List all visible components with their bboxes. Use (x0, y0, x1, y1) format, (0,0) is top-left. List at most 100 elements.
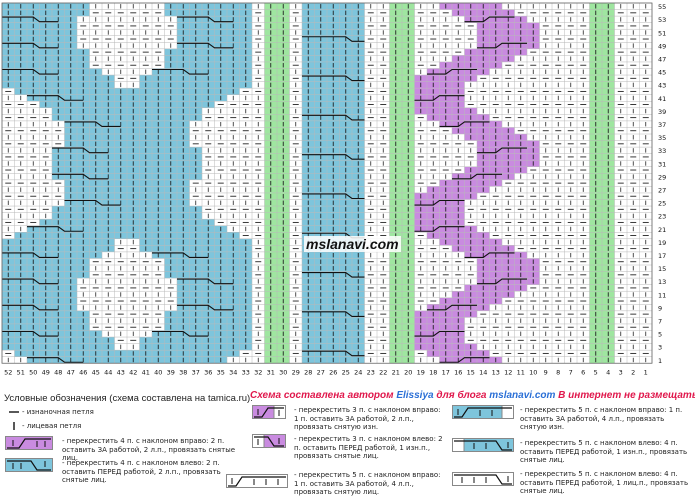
row-number: 13 (658, 278, 666, 286)
row-number: 21 (658, 226, 666, 234)
cable-cross (177, 16, 234, 23)
column-number: 36 (204, 368, 212, 376)
column-number: 28 (304, 368, 312, 376)
purl-symbol (9, 411, 19, 413)
column-number: 13 (492, 368, 500, 376)
cable-cross (152, 252, 209, 259)
cable-cross (2, 304, 59, 311)
cross-5-left-knit-symbol (452, 472, 514, 486)
column-number: 20 (404, 368, 412, 376)
column-number: 33 (242, 368, 250, 376)
cable-cross (177, 278, 234, 285)
cable-cross (414, 199, 465, 206)
cable-cross (52, 173, 109, 180)
grid-border (1, 2, 653, 364)
legend-knit: - лицевая петля (22, 422, 82, 430)
cross-4-right-purple-symbol (5, 436, 53, 450)
cable-cross (464, 16, 515, 23)
row-number: 11 (658, 291, 666, 299)
row-number: 29 (658, 173, 666, 181)
column-number: 1 (644, 368, 648, 376)
column-number: 17 (442, 368, 450, 376)
column-number: 22 (379, 368, 387, 376)
row-number: 33 (658, 147, 666, 155)
row-number: 43 (658, 82, 666, 90)
column-number: 32 (254, 368, 262, 376)
column-number: 48 (54, 368, 62, 376)
column-number: 51 (17, 368, 25, 376)
column-number: 5 (594, 368, 598, 376)
cable-cross (2, 252, 59, 259)
row-number: 37 (658, 121, 666, 129)
column-number: 45 (92, 368, 100, 376)
cross-5-left-purl-symbol (452, 438, 514, 452)
row-number: 49 (658, 42, 666, 50)
column-number: 49 (42, 368, 50, 376)
cable-cross (302, 36, 365, 42)
column-number: 24 (354, 368, 362, 376)
row-number: 45 (658, 69, 666, 77)
legend-purl: - изнаночная петля (22, 408, 94, 416)
row-number: 5 (658, 331, 662, 339)
cable-cross (452, 173, 502, 180)
row-number: 1 (658, 357, 662, 365)
row-number: 35 (658, 134, 666, 142)
row-number: 7 (658, 317, 662, 325)
column-number: 4 (606, 368, 610, 376)
column-number: 46 (79, 368, 87, 376)
legend-cross-3-left: - перекрестить 3 п. с наклоном влево: 2 … (294, 435, 443, 460)
cable-cross (439, 121, 490, 127)
cable-cross (302, 75, 365, 82)
cable-cross (2, 330, 59, 337)
column-number: 12 (504, 368, 512, 376)
column-number: 26 (329, 368, 337, 376)
row-number: 31 (658, 160, 666, 168)
legend-title: Условные обозначения (схема составлена н… (4, 393, 253, 404)
column-number: 37 (192, 368, 200, 376)
cable-cross (152, 330, 209, 337)
cable-cross (177, 42, 234, 49)
cable-cross (414, 330, 465, 337)
column-number: 6 (581, 368, 585, 376)
cable-cross (302, 350, 365, 357)
row-number: 19 (658, 239, 666, 247)
column-number: 11 (517, 368, 525, 376)
legend-cross-5-left-b: - перекрестить 5 п. с наклоном влево: 4 … (520, 470, 689, 495)
column-number: 21 (392, 368, 400, 376)
legend-cross-4-left: - перекрестить 4 п. с наклоном влево: 2 … (62, 459, 221, 484)
cable-cross (439, 357, 490, 363)
row-number: 25 (658, 200, 666, 208)
column-number: 31 (267, 368, 275, 376)
cross-4-left-blue-symbol (5, 458, 53, 472)
column-number: 9 (544, 368, 548, 376)
cable-cross (2, 68, 59, 75)
row-number: 17 (658, 252, 666, 260)
column-number: 3 (619, 368, 623, 376)
column-number: 34 (229, 368, 237, 376)
cross-3-left-symbol (252, 434, 286, 448)
row-number: 39 (658, 108, 666, 116)
cable-cross (152, 68, 209, 75)
column-number: 19 (417, 368, 425, 376)
column-number: 41 (142, 368, 150, 376)
column-number: 14 (479, 368, 487, 376)
column-number: 38 (179, 368, 187, 376)
column-number: 23 (367, 368, 375, 376)
cable-cross (52, 147, 109, 154)
cable-cross (2, 278, 59, 285)
cable-cross (302, 154, 365, 160)
cable-cross (477, 42, 527, 49)
cable-cross (427, 68, 477, 75)
row-number: 41 (658, 95, 666, 103)
column-number: 10 (529, 368, 537, 376)
row-number: 53 (658, 16, 666, 24)
cable-cross (27, 95, 84, 101)
column-number: 27 (317, 368, 325, 376)
legend-cross-5-left: - перекрестить 5 п. с наклоном влево: 4 … (520, 439, 688, 464)
legend-cross-5-right: - перекрестить 5 п. с наклоном вправо: 1… (294, 471, 441, 496)
cable-cross (177, 304, 234, 311)
row-number: 51 (658, 29, 666, 37)
cable-cross (302, 193, 365, 200)
cross-5-right-symbol (226, 474, 288, 488)
author-credit: Схема составлена автором Elissiya для бл… (250, 390, 695, 401)
